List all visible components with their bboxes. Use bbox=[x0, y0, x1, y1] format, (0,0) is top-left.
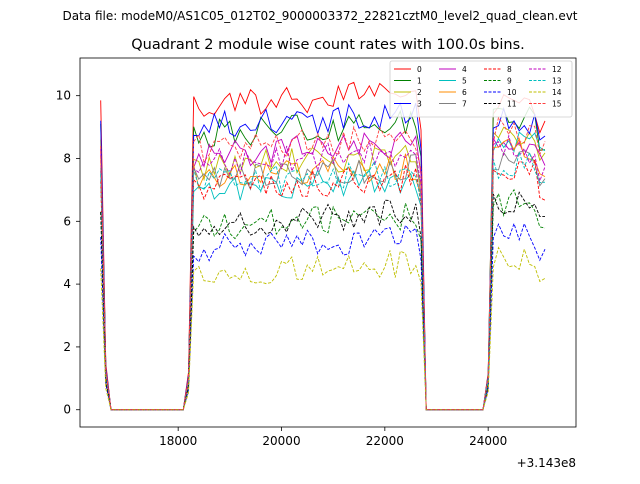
legend-label-9: 9 bbox=[507, 77, 512, 86]
legend-label-5: 5 bbox=[462, 77, 467, 86]
legend-box bbox=[389, 60, 573, 118]
y-tick-label: 6 bbox=[63, 214, 71, 228]
legend-label-11: 11 bbox=[507, 100, 517, 109]
legend-label-2: 2 bbox=[417, 88, 422, 97]
y-tick-label: 2 bbox=[63, 340, 71, 354]
x-tick-label: 20000 bbox=[262, 434, 300, 448]
legend-label-12: 12 bbox=[552, 65, 562, 74]
legend-label-10: 10 bbox=[507, 88, 517, 97]
chart-title: Quadrant 2 module wise count rates with … bbox=[131, 37, 525, 53]
legend-label-0: 0 bbox=[417, 65, 422, 74]
x-offset-label: +3.143e8 bbox=[517, 456, 576, 470]
y-tick-label: 0 bbox=[63, 403, 71, 417]
figure-suptitle: Data file: modeM0/AS1C05_012T02_90000033… bbox=[62, 9, 577, 23]
y-tick-label: 4 bbox=[63, 277, 71, 291]
axes-frame bbox=[79, 57, 577, 428]
y-tick-label: 10 bbox=[56, 89, 71, 103]
x-tick-label: 22000 bbox=[366, 434, 404, 448]
legend-label-3: 3 bbox=[417, 100, 422, 109]
series-line-14 bbox=[100, 246, 546, 411]
x-tick-label: 24000 bbox=[469, 434, 507, 448]
x-tick-label: 18000 bbox=[159, 434, 197, 448]
legend-label-1: 1 bbox=[417, 77, 422, 86]
y-tick-label: 8 bbox=[63, 151, 71, 165]
legend-label-15: 15 bbox=[552, 100, 562, 109]
legend-label-6: 6 bbox=[462, 88, 467, 97]
legend-label-7: 7 bbox=[462, 100, 467, 109]
legend-label-4: 4 bbox=[462, 65, 467, 74]
legend-label-14: 14 bbox=[552, 88, 562, 97]
legend-label-13: 13 bbox=[552, 77, 562, 86]
plot-area bbox=[100, 81, 546, 411]
series-line-15 bbox=[100, 116, 546, 411]
legend-label-8: 8 bbox=[507, 65, 512, 74]
